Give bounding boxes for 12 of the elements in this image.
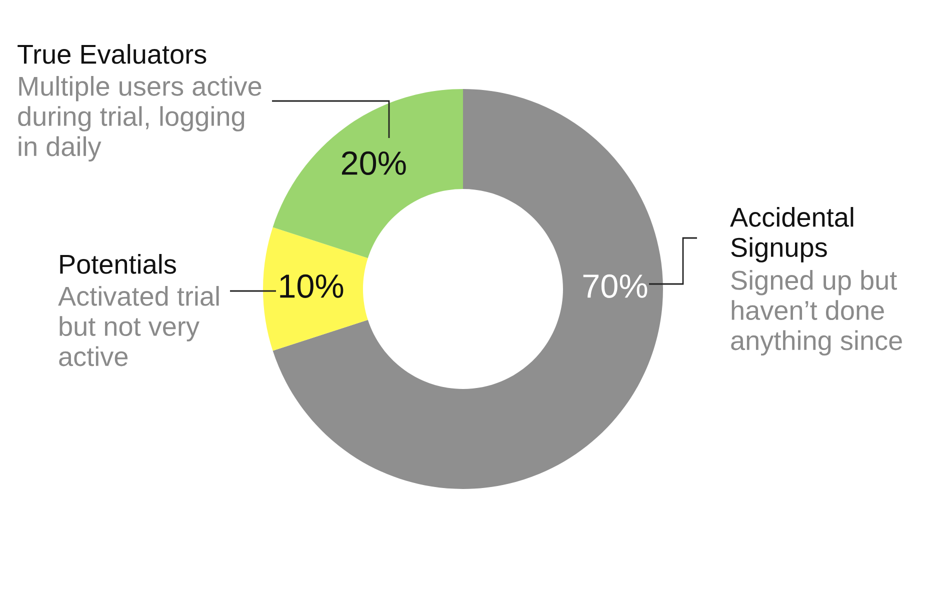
data-label: 20%	[342, 151, 406, 175]
slice-label: Accidental Signups	[730, 207, 854, 262]
slice-label: Potentials	[60, 254, 176, 274]
donut-slice	[272, 89, 663, 489]
data-label: 10%	[280, 274, 344, 298]
slice-label: True Evaluators	[18, 44, 206, 64]
text: Activated trial but not very active	[58, 286, 219, 366]
donut-slice	[263, 227, 368, 351]
donut-slice	[272, 89, 463, 258]
text: Multiple users active during trial, logging in daily	[18, 76, 262, 162]
text: Signed up but haven’t done anything since	[731, 270, 902, 356]
data-label: 70%	[583, 274, 648, 298]
